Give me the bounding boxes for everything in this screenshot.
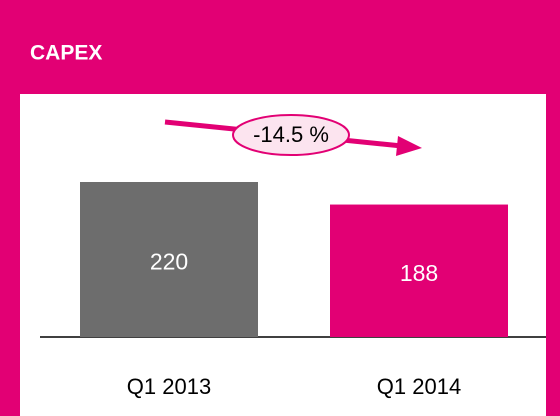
annotation-bubble (232, 114, 350, 156)
x-tick-label: Q1 2014 (377, 374, 461, 399)
bar (80, 182, 258, 337)
annotation: -14.5 % (253, 122, 329, 147)
chart-title: CAPEX (30, 42, 102, 65)
x-tick-label: Q1 2013 (127, 374, 211, 399)
bar (330, 204, 508, 337)
value-label: 188 (400, 260, 438, 286)
value-label: 220 (150, 249, 188, 275)
arrow-head (396, 136, 422, 156)
